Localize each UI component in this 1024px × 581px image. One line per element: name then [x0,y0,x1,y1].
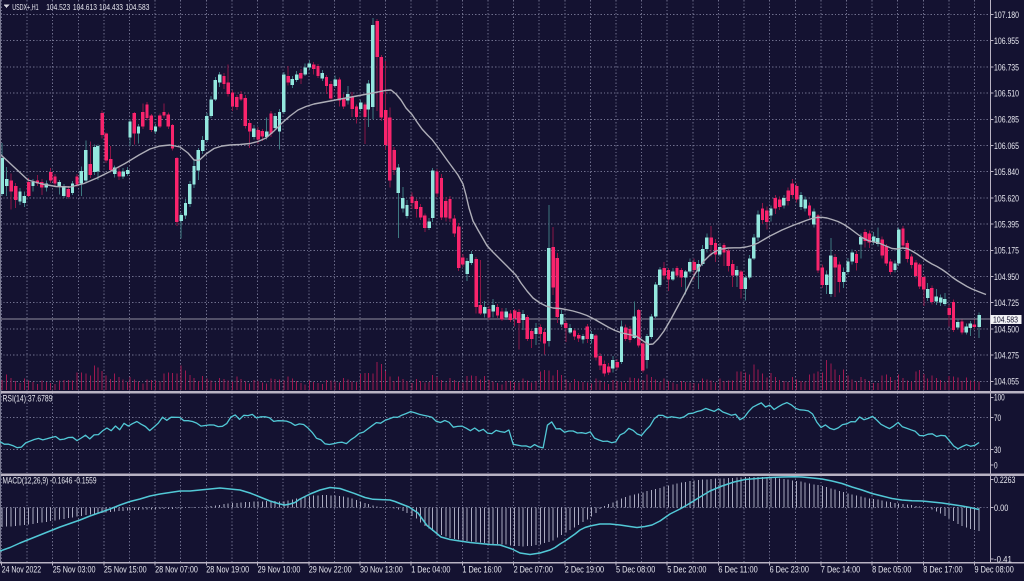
svg-text:104.950: 104.950 [994,272,1019,282]
svg-text:2 Dec 19:00: 2 Dec 19:00 [565,565,604,575]
svg-text:104.613: 104.613 [73,2,97,12]
svg-text:6 Dec 11:00: 6 Dec 11:00 [718,565,757,575]
svg-text:8 Dec 05:00: 8 Dec 05:00 [872,565,911,575]
svg-text:25 Nov 03:00: 25 Nov 03:00 [53,565,96,575]
svg-text:106.065: 106.065 [994,141,1019,151]
svg-text:2 Dec 07:00: 2 Dec 07:00 [514,565,553,575]
svg-text:8 Dec 17:00: 8 Dec 17:00 [923,565,962,575]
svg-text:1 Dec 16:00: 1 Dec 16:00 [462,565,501,575]
svg-text:25 Nov 15:00: 25 Nov 15:00 [104,565,147,575]
svg-text:30: 30 [994,445,1001,455]
svg-text:24 Nov 2022: 24 Nov 2022 [2,565,41,575]
svg-text:28 Nov 19:00: 28 Nov 19:00 [206,565,249,575]
svg-text:6 Dec 23:00: 6 Dec 23:00 [770,565,809,575]
svg-text:9 Dec 08:00: 9 Dec 08:00 [975,565,1014,575]
svg-text:USDX+,H1: USDX+,H1 [12,2,39,12]
svg-text:105.840: 105.840 [994,167,1019,177]
svg-text:0: 0 [994,461,998,471]
svg-text:106.510: 106.510 [994,89,1019,99]
svg-text:104.433: 104.433 [99,2,123,12]
svg-text:106.735: 106.735 [994,62,1019,72]
svg-text:7 Dec 14:00: 7 Dec 14:00 [821,565,860,575]
svg-text:104.725: 104.725 [994,298,1019,308]
svg-text:105.620: 105.620 [994,193,1019,203]
svg-text:106.955: 106.955 [994,36,1019,46]
svg-text:5 Dec 08:00: 5 Dec 08:00 [616,565,655,575]
svg-text:29 Nov 22:00: 29 Nov 22:00 [309,565,352,575]
svg-text:0.2263: 0.2263 [994,475,1015,485]
svg-text:104.583: 104.583 [125,2,149,12]
svg-text:105.395: 105.395 [994,220,1019,230]
svg-text:107.180: 107.180 [994,10,1019,20]
svg-text:100: 100 [994,393,1005,403]
svg-text:0.00: 0.00 [994,503,1008,513]
svg-text:104.523: 104.523 [46,2,70,12]
svg-text:104.500: 104.500 [994,324,1019,334]
svg-text:106.285: 106.285 [994,115,1019,125]
svg-text:MACD(12,26,9) -0.1646 -0.1559: MACD(12,26,9) -0.1646 -0.1559 [3,475,97,485]
svg-text:105.175: 105.175 [994,246,1019,256]
svg-text:104.583: 104.583 [993,314,1018,324]
svg-text:-0.41: -0.41 [994,554,1012,564]
svg-text:104.275: 104.275 [994,351,1019,361]
svg-text:5 Dec 20:00: 5 Dec 20:00 [667,565,706,575]
svg-text:29 Nov 10:00: 29 Nov 10:00 [258,565,301,575]
svg-text:28 Nov 07:00: 28 Nov 07:00 [155,565,198,575]
svg-text:70: 70 [994,413,1001,423]
svg-text:30 Nov 13:00: 30 Nov 13:00 [360,565,403,575]
svg-text:RSI(14) 37.6789: RSI(14) 37.6789 [3,393,53,403]
svg-text:104.055: 104.055 [994,377,1019,387]
svg-text:1 Dec 04:00: 1 Dec 04:00 [411,565,450,575]
